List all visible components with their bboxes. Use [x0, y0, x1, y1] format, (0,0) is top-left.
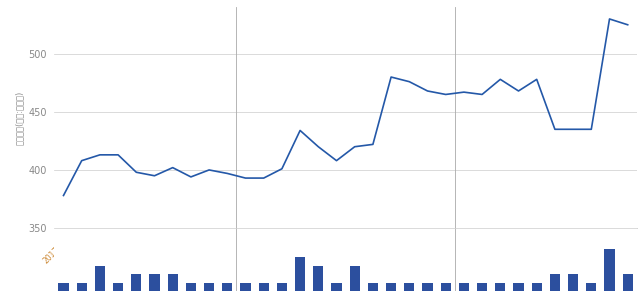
- Bar: [422, 283, 433, 291]
- Bar: [349, 266, 360, 291]
- Y-axis label: 거래금액(단위:십만원): 거래금액(단위:십만원): [15, 91, 24, 145]
- Bar: [113, 283, 123, 291]
- Bar: [550, 274, 560, 291]
- Bar: [477, 283, 487, 291]
- Bar: [58, 283, 68, 291]
- Bar: [605, 249, 614, 291]
- Bar: [441, 283, 451, 291]
- Bar: [513, 283, 524, 291]
- Bar: [586, 283, 596, 291]
- Bar: [259, 283, 269, 291]
- Bar: [204, 283, 214, 291]
- Bar: [241, 283, 250, 291]
- Bar: [623, 274, 633, 291]
- Bar: [568, 274, 578, 291]
- Bar: [150, 274, 159, 291]
- Bar: [186, 283, 196, 291]
- Bar: [222, 283, 232, 291]
- Bar: [131, 274, 141, 291]
- Bar: [295, 258, 305, 291]
- Bar: [95, 266, 105, 291]
- Bar: [459, 283, 469, 291]
- Bar: [332, 283, 342, 291]
- Bar: [314, 266, 323, 291]
- Bar: [168, 274, 178, 291]
- Bar: [495, 283, 506, 291]
- Bar: [404, 283, 414, 291]
- Bar: [532, 283, 541, 291]
- Bar: [368, 283, 378, 291]
- Bar: [277, 283, 287, 291]
- Bar: [386, 283, 396, 291]
- Bar: [77, 283, 86, 291]
